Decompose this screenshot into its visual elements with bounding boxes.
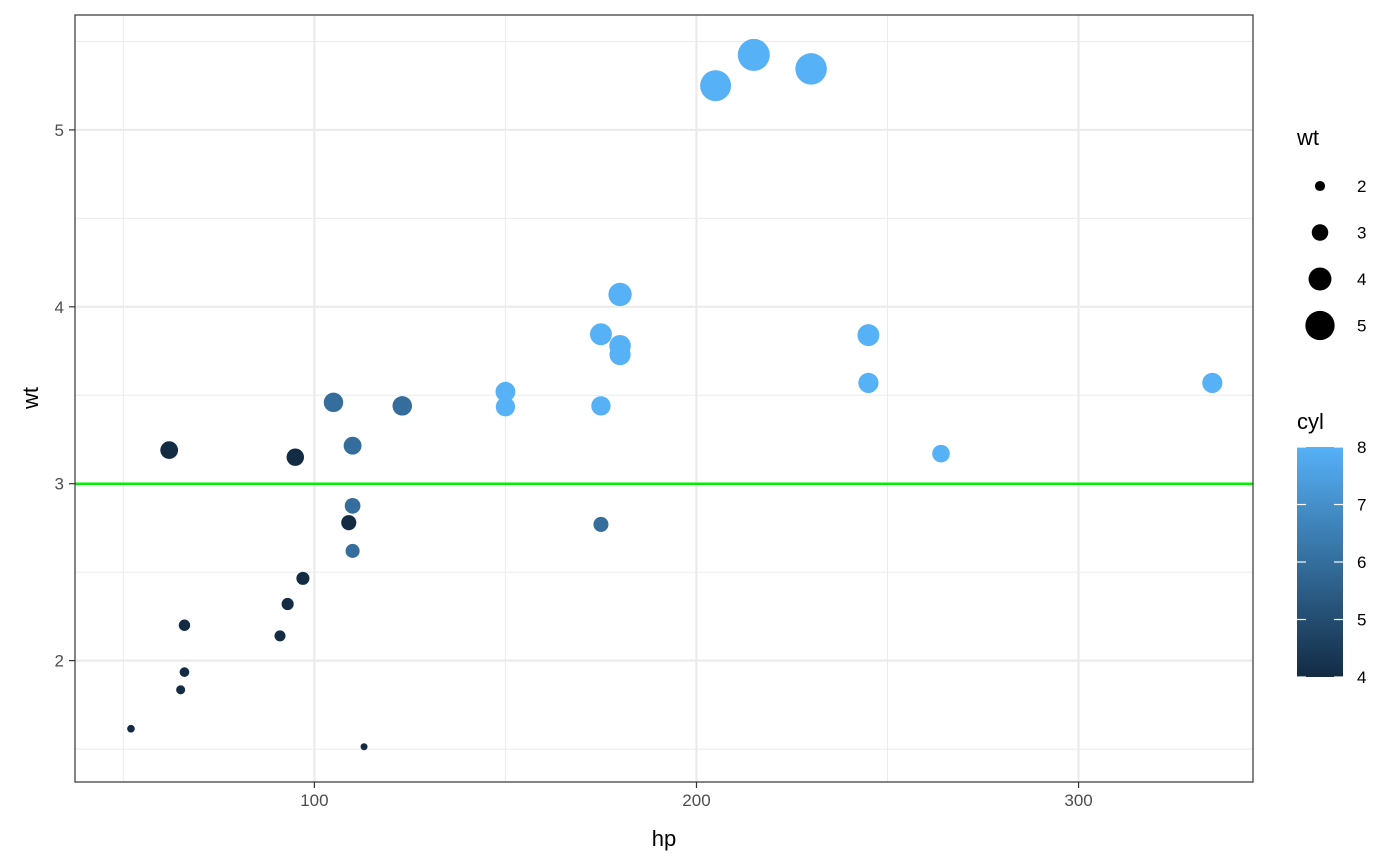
major-gridlines (75, 15, 1253, 782)
data-point (932, 444, 950, 463)
data-point (281, 597, 294, 611)
data-point (857, 324, 880, 347)
data-point (179, 667, 190, 677)
data-point (737, 38, 770, 71)
data-point (343, 436, 362, 455)
size-legend: wt 2 3 4 5 (1296, 125, 1366, 341)
data-point (495, 397, 516, 417)
data-point (609, 334, 631, 357)
y-axis: 2 3 4 5 (55, 121, 75, 671)
data-point (495, 381, 516, 402)
size-legend-label: 2 (1357, 177, 1366, 196)
data-point (127, 724, 135, 733)
y-tick-label: 2 (55, 652, 64, 671)
y-tick-label: 3 (55, 475, 64, 494)
x-tick-label: 200 (682, 791, 710, 810)
data-point (591, 396, 611, 416)
data-point (593, 516, 609, 532)
size-legend-key (1305, 310, 1335, 341)
color-legend-label: 8 (1357, 438, 1366, 457)
data-point (323, 392, 344, 413)
data-point (274, 630, 286, 642)
data-point (700, 70, 732, 102)
size-legend-label: 5 (1357, 317, 1366, 336)
size-legend-title: wt (1296, 125, 1319, 150)
size-legend-label: 3 (1357, 224, 1366, 243)
size-legend-label: 4 (1357, 270, 1366, 289)
x-axis-title: hp (652, 826, 676, 851)
x-tick-label: 300 (1064, 791, 1092, 810)
color-legend-label: 7 (1357, 496, 1366, 515)
size-legend-key (1311, 224, 1329, 241)
data-points (127, 38, 1223, 751)
data-point (341, 515, 357, 531)
data-point (178, 619, 191, 631)
data-point (286, 448, 305, 466)
plot-background (75, 15, 1253, 782)
data-point (392, 396, 412, 416)
data-point (858, 372, 879, 393)
x-axis: 100 200 300 (300, 782, 1093, 810)
plot-border (74, 14, 1254, 783)
data-point (608, 282, 632, 307)
data-point (176, 685, 186, 695)
y-tick-label: 4 (55, 298, 64, 317)
data-point (795, 53, 827, 85)
y-tick-label: 5 (55, 121, 64, 140)
data-point (589, 323, 612, 346)
size-legend-key (1308, 267, 1332, 291)
color-legend-label: 5 (1357, 611, 1366, 630)
color-legend-title: cyl (1297, 409, 1324, 434)
size-legend-key (1314, 180, 1326, 192)
data-point (1202, 372, 1223, 393)
y-axis-title: wt (18, 387, 43, 410)
data-point (344, 497, 361, 514)
data-point (360, 743, 368, 751)
x-tick-label: 100 (300, 791, 328, 810)
color-legend-label: 6 (1357, 553, 1366, 572)
data-point (160, 441, 179, 459)
data-point (345, 543, 360, 558)
data-point (296, 571, 310, 585)
color-legend: cyl 4 5 6 7 8 (1297, 409, 1366, 687)
color-legend-label: 4 (1357, 668, 1366, 687)
